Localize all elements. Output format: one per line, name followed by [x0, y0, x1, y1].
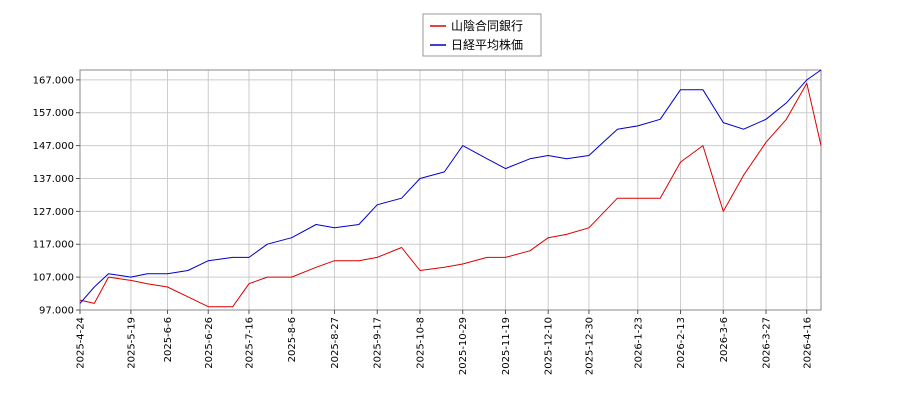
x-axis: 2025-4-24 2025-5-19 2025-6-6 2025-6-26 2025-… — [76, 310, 813, 375]
legend: 山陰合同銀行 日経平均株価 — [422, 13, 542, 57]
series-lines — [79, 69, 822, 308]
x-tick-label: 2026-3-27 — [762, 317, 773, 369]
x-tick-label: 2025-10-29 — [458, 317, 469, 375]
series-line-0 — [79, 82, 822, 308]
y-tick-label: 167.000 — [33, 75, 74, 86]
x-tick-label: 2026-2-13 — [676, 317, 687, 369]
x-tick-label: 2025-12-30 — [584, 317, 595, 375]
x-tick-label: 2025-7-16 — [244, 317, 255, 369]
y-tick-label: 97.000 — [39, 306, 74, 317]
y-tick-label: 117.000 — [33, 240, 74, 251]
x-tick-label: 2026-1-23 — [633, 317, 644, 369]
y-tick-label: 157.000 — [33, 108, 74, 119]
x-tick-label: 2025-8-27 — [330, 317, 341, 369]
x-tick-label: 2025-4-24 — [76, 317, 87, 369]
y-axis: 97.000 107.000 117.000 127.000 137.000 147.00… — [33, 75, 80, 317]
x-tick-label: 2025-6-26 — [204, 317, 215, 369]
series-line-1 — [79, 69, 822, 304]
legend-label-series-1: 日経平均株価 — [451, 37, 523, 52]
x-tick-label: 2025-8-6 — [287, 317, 298, 362]
x-tick-label: 2026-4-16 — [802, 317, 813, 369]
x-tick-label: 2025-5-19 — [126, 317, 137, 369]
x-tick-label: 2025-12-10 — [544, 317, 555, 375]
x-tick-label: 2025-6-6 — [163, 317, 174, 362]
y-tick-label: 107.000 — [33, 273, 74, 284]
y-tick-label: 147.000 — [33, 141, 74, 152]
y-tick-label: 137.000 — [33, 174, 74, 185]
x-tick-label: 2026-3-6 — [719, 317, 730, 362]
x-tick-label: 2025-9-17 — [373, 317, 384, 369]
legend-label-series-0: 山陰合同銀行 — [451, 18, 523, 33]
legend-box — [422, 13, 542, 57]
x-tick-label: 2025-10-8 — [415, 317, 426, 369]
plot-frame — [79, 69, 822, 311]
x-tick-label: 2025-11-19 — [501, 317, 512, 375]
y-tick-label: 127.000 — [33, 207, 74, 218]
